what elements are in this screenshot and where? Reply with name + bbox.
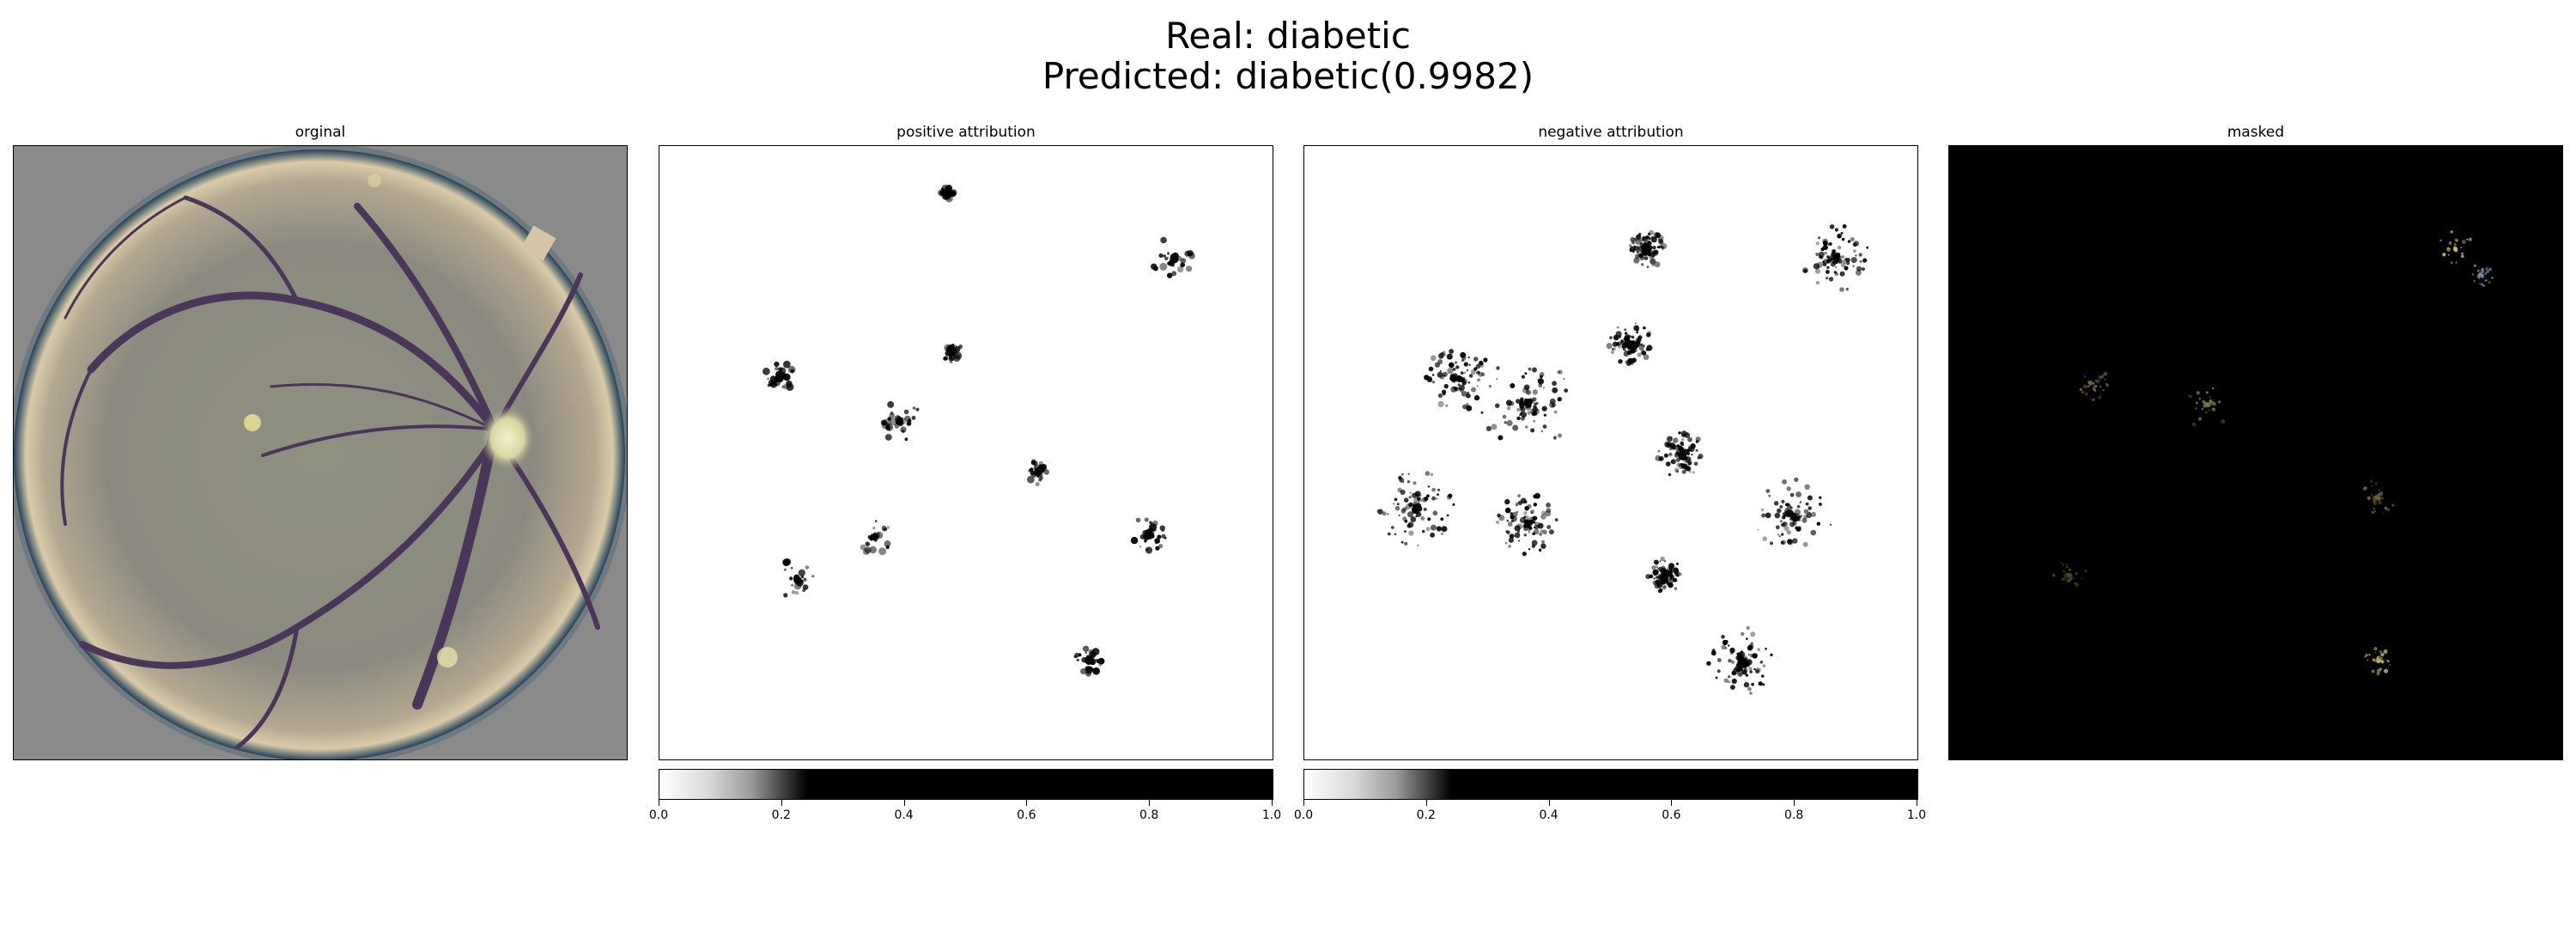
negative-attribution-map	[1303, 145, 1918, 760]
masked-residual	[2188, 387, 2226, 427]
positive-hotspot	[943, 343, 963, 364]
negative-hotspot	[1424, 349, 1488, 412]
positive-attribution-svg	[762, 184, 1195, 677]
masked-image	[1948, 145, 2563, 760]
positive-hotspot	[1027, 459, 1050, 486]
colorbar-positive	[659, 769, 1273, 800]
colorbar-tick-mark	[1149, 800, 1151, 806]
colorbar-tick-mark	[1425, 800, 1427, 806]
negative-hotspot	[1757, 477, 1832, 547]
negative-hotspot	[1645, 556, 1682, 594]
exudate	[368, 174, 381, 187]
colorbar-tick-mark	[1026, 800, 1028, 806]
colorbar-tick-label: 0.2	[1416, 808, 1436, 822]
colorbar-tick-mark	[1303, 800, 1304, 806]
masked-residual	[2051, 562, 2087, 587]
negative-hotspot	[1480, 366, 1569, 441]
negative-attribution-svg	[1376, 224, 1869, 695]
fundus-disk	[14, 149, 625, 759]
colorbar-tick-label: 0.8	[1139, 808, 1159, 822]
positive-hotspot	[762, 360, 796, 391]
masked-residual	[2362, 479, 2395, 514]
colorbar-tick-label: 0.6	[1017, 808, 1036, 822]
colorbar-tick-label: 0.0	[648, 808, 669, 822]
colorbar-tick-label: 0.4	[894, 808, 914, 822]
exudate	[437, 647, 458, 668]
original-fundus-image	[13, 145, 628, 760]
positive-hotspot	[1073, 645, 1105, 677]
colorbar-tick-mark	[1272, 800, 1273, 806]
panel-title-masked: masked	[2227, 124, 2285, 141]
panel-title-positive: positive attribution	[896, 124, 1036, 141]
positive-hotspot	[782, 558, 815, 598]
exudate	[244, 414, 261, 431]
suptitle-predicted: Predicted: diabetic(0.9982)	[1042, 55, 1534, 97]
colorbar-tick-label: 0.6	[1662, 808, 1681, 822]
positive-hotspot	[1151, 236, 1195, 278]
negative-hotspot	[1606, 322, 1653, 367]
colorbar-tick-mark	[903, 800, 905, 806]
positive-hotspot	[1130, 517, 1167, 554]
colorbar-tick-label: 0.4	[1539, 808, 1558, 822]
negative-hotspot	[1496, 492, 1558, 557]
colorbar-tick-label: 0.2	[771, 808, 791, 822]
colorbar-tick-mark	[1671, 800, 1673, 806]
negative-hotspot	[1376, 471, 1455, 547]
colorbar-tick-label: 1.0	[1906, 808, 1927, 822]
positive-attribution-map	[659, 145, 1273, 760]
positive-hotspot	[881, 400, 920, 442]
optic-disc	[480, 405, 535, 471]
masked-residual	[2364, 647, 2391, 676]
negative-hotspot	[1629, 229, 1668, 269]
negative-hotspot	[1801, 224, 1869, 292]
colorbar-tick-label: 1.0	[1261, 808, 1282, 822]
colorbar-tick-mark	[1794, 800, 1795, 806]
panel-title-negative: negative attribution	[1538, 124, 1684, 141]
panel-title-original: orginal	[295, 124, 346, 141]
positive-hotspot	[860, 520, 891, 556]
masked-residual	[2471, 264, 2494, 288]
suptitle-real: Real: diabetic	[1165, 15, 1411, 57]
colorbar-tick-mark	[1548, 800, 1550, 806]
colorbar-tick-label: 0.0	[1293, 808, 1314, 822]
colorbar-tick-label: 0.8	[1784, 808, 1804, 822]
positive-hotspot	[938, 184, 957, 203]
negative-hotspot	[1706, 626, 1773, 695]
negative-hotspot	[1655, 430, 1704, 477]
masked-residual	[2439, 230, 2472, 265]
masked-svg	[2051, 230, 2494, 676]
masked-residual	[2079, 371, 2110, 401]
fundus-notch	[520, 225, 556, 261]
colorbar-tick-mark	[781, 800, 782, 806]
fundus-svg	[14, 146, 627, 759]
colorbar-negative	[1303, 769, 1918, 800]
